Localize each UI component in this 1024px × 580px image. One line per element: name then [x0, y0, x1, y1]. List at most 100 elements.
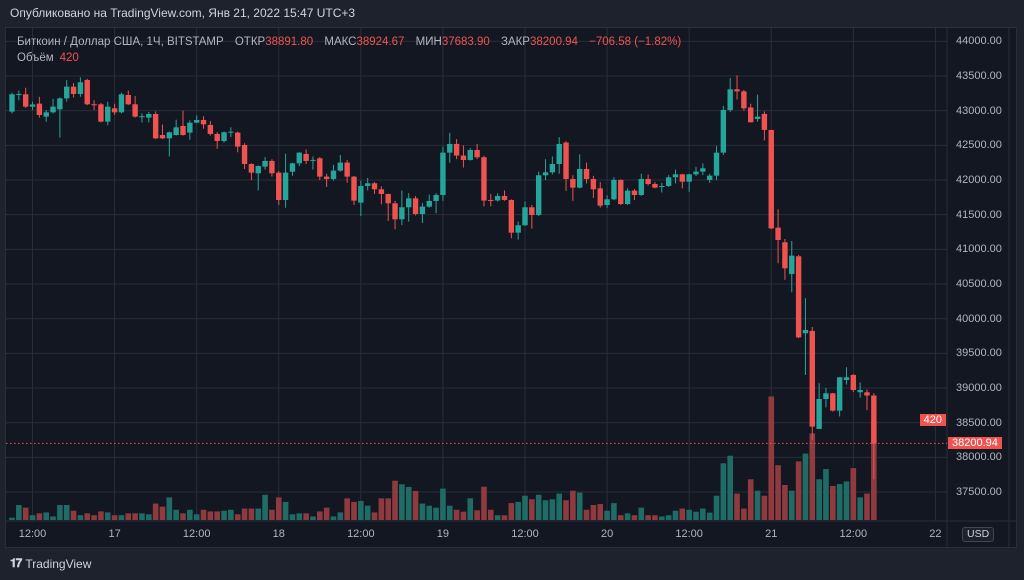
- volume-label[interactable]: Объём: [17, 52, 54, 64]
- volume-bar: [816, 479, 822, 520]
- volume-bar: [665, 515, 672, 520]
- price-tick-label: 43500.00: [956, 70, 1002, 82]
- volume-bar: [234, 514, 241, 520]
- candle-body: [453, 143, 460, 156]
- candle-body: [152, 113, 159, 139]
- candle-body: [166, 132, 173, 139]
- time-tick-label: 12:00: [182, 528, 211, 540]
- candle-body: [9, 94, 15, 112]
- price-tick-label: 40000.00: [956, 312, 1002, 325]
- volume-bar: [166, 497, 173, 520]
- high-value: 38924.67: [356, 36, 405, 48]
- candle-body: [679, 174, 686, 182]
- price-tick-label: 42500.00: [956, 139, 1002, 152]
- low-value: 37683.90: [441, 36, 490, 48]
- candle-body: [77, 82, 84, 94]
- footer-brand[interactable]: TradingView: [25, 556, 92, 571]
- candle-body: [351, 176, 357, 201]
- volume-bar: [228, 509, 234, 520]
- volume-bar: [419, 503, 426, 520]
- candle-body: [419, 206, 426, 214]
- volume-bar: [412, 490, 419, 520]
- volume-bar: [57, 505, 63, 520]
- volume-bar: [830, 485, 836, 520]
- time-tick-label: 12:00: [347, 528, 375, 540]
- volume-bar: [583, 509, 590, 520]
- candle-body: [583, 168, 590, 179]
- volume-bar: [118, 515, 125, 520]
- volume-bar: [262, 494, 268, 520]
- symbol-title[interactable]: Биткоин / Доллар США, 1Ч, BITSTAMP: [17, 36, 224, 48]
- volume-bar: [672, 510, 679, 520]
- volume-bar: [146, 514, 152, 520]
- candle-body: [105, 106, 111, 122]
- price-tick-label: 43000.00: [956, 104, 1002, 117]
- volume-bar: [337, 512, 344, 520]
- volume-bar: [63, 505, 70, 520]
- candle-body: [850, 374, 857, 390]
- volume-bar: [611, 503, 617, 520]
- candle-body: [433, 194, 439, 201]
- volume-bar: [823, 469, 829, 520]
- volume-bar: [385, 498, 391, 520]
- time-tick-label: 21: [765, 528, 778, 540]
- volume-bar: [84, 513, 91, 520]
- volume-bar: [809, 433, 816, 520]
- candle-body: [748, 107, 754, 123]
- volume-bar: [508, 503, 515, 520]
- candle-body: [467, 149, 473, 160]
- change-value: −706.58 (−1.82%): [589, 36, 682, 48]
- volume-bar: [857, 497, 863, 520]
- chart-panel[interactable]: [5, 27, 1017, 548]
- volume-bar: [282, 501, 289, 520]
- candle-body: [830, 393, 836, 411]
- volume-bar: [741, 508, 747, 520]
- candle-body: [611, 179, 617, 200]
- volume-bar: [275, 497, 282, 520]
- volume-bar: [488, 509, 494, 520]
- volume-bar: [440, 488, 446, 520]
- candle-body: [146, 113, 152, 118]
- candle-body: [761, 113, 768, 130]
- volume-bar: [187, 509, 193, 520]
- volume-bar: [399, 484, 405, 520]
- volume-bar: [426, 505, 433, 520]
- candle-body: [754, 116, 761, 119]
- close-value: 38200.94: [529, 36, 578, 48]
- candle-body: [43, 112, 49, 117]
- price-tick-label: 38500.00: [956, 416, 1002, 429]
- volume-bar: [850, 468, 857, 520]
- last-volume-label: 420: [919, 414, 946, 426]
- candle-body: [563, 142, 569, 179]
- candle-body: [262, 160, 268, 167]
- volume-bar: [556, 493, 562, 520]
- volume-bar: [754, 490, 761, 520]
- candle-body: [522, 207, 528, 226]
- candle-body: [542, 172, 549, 176]
- candle-body: [364, 183, 371, 186]
- volume-bar: [371, 512, 378, 520]
- volume-bar: [446, 505, 453, 520]
- candle-body: [508, 199, 515, 233]
- candle-body: [29, 104, 36, 107]
- volume-bar: [310, 516, 316, 520]
- tradingview-logo-icon[interactable]: 𝟏𝟕: [10, 556, 22, 570]
- volume-bar: [549, 499, 556, 520]
- candle-body: [645, 178, 651, 184]
- open-label: ОТКР: [234, 36, 266, 48]
- candle-body: [768, 129, 774, 229]
- volume-bar: [761, 495, 768, 520]
- volume-bar: [152, 503, 159, 520]
- volume-bar: [159, 506, 166, 520]
- volume-bar: [734, 493, 740, 520]
- volume-bar: [590, 505, 597, 520]
- candle-body: [713, 152, 720, 176]
- volume-bar: [474, 510, 480, 520]
- candle-body: [556, 143, 562, 164]
- volume-bar: [111, 515, 118, 520]
- volume-bar: [289, 514, 296, 520]
- candle-body: [159, 135, 166, 139]
- currency-badge[interactable]: USD: [962, 527, 995, 542]
- volume-bar: [768, 396, 775, 520]
